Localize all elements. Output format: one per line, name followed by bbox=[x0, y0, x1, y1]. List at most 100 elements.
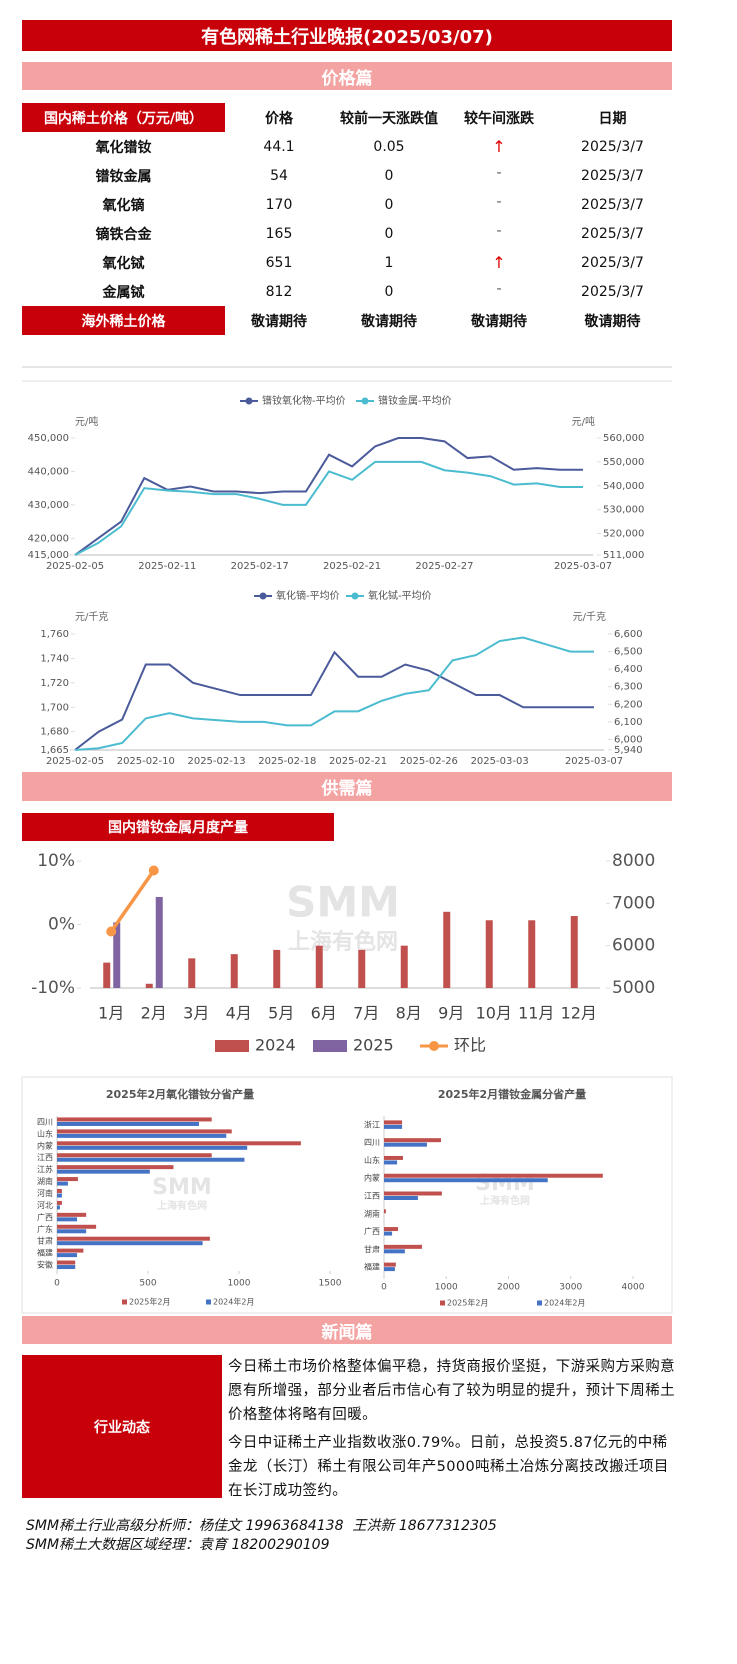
bar bbox=[384, 1142, 427, 1147]
y-tick-label: 530,000 bbox=[603, 505, 644, 516]
table-cell: 0 bbox=[384, 196, 394, 213]
bar bbox=[57, 1193, 62, 1198]
y-tick-label: 内蒙 bbox=[364, 1173, 380, 1183]
y-tick-label: 6,000 bbox=[614, 734, 643, 745]
bar bbox=[57, 1224, 97, 1229]
table-cell: 0.05 bbox=[373, 138, 405, 155]
bar bbox=[384, 1249, 405, 1254]
y-tick-label: 1,665 bbox=[40, 745, 69, 756]
y-tick-label: 安徽 bbox=[37, 1260, 53, 1270]
legend-label: 镨钕金属-平均价 bbox=[378, 394, 452, 407]
table-cell: 氧化镨钕 bbox=[95, 139, 152, 156]
y-tick-label: 0% bbox=[48, 915, 75, 935]
chart-frame bbox=[21, 1076, 673, 1314]
bar bbox=[57, 1165, 174, 1170]
y-tick-label: 6,100 bbox=[614, 717, 643, 728]
x-tick-label: 2025-03-07 bbox=[554, 561, 612, 572]
bar bbox=[57, 1229, 87, 1234]
bar bbox=[188, 958, 196, 988]
axis-unit: 元/千克 bbox=[75, 611, 108, 623]
y-tick-label: 内蒙 bbox=[37, 1140, 53, 1150]
bar bbox=[384, 1231, 393, 1236]
legend-swatch bbox=[537, 1300, 542, 1306]
bar bbox=[57, 1157, 245, 1162]
x-tick-label: 12月 bbox=[561, 1004, 597, 1023]
watermark: 上海有色网 bbox=[157, 1199, 207, 1212]
y-tick-label: -10% bbox=[31, 978, 75, 998]
y-tick-label: 6,200 bbox=[614, 699, 643, 710]
bar bbox=[400, 945, 408, 988]
chart-title: 2025年2月镨钕金属分省产量 bbox=[438, 1087, 586, 1101]
news-paragraph: 今日稀土市场价格整体偏平稳，持货商报价坚挺，下游采购方采购意愿有所增强，部分业者… bbox=[228, 1359, 675, 1423]
x-tick-label: 11月 bbox=[518, 1004, 554, 1023]
footer-line: SMM稀土大数据区域经理：袁育 18200290109 bbox=[26, 1537, 330, 1553]
bar bbox=[443, 911, 451, 988]
bar bbox=[384, 1196, 418, 1200]
x-tick-label: 500 bbox=[139, 1279, 156, 1289]
table-header-cell: 较前一天涨跌值 bbox=[340, 110, 438, 127]
x-tick-label: 3月 bbox=[183, 1004, 209, 1023]
legend-swatch bbox=[122, 1299, 127, 1305]
table-cell: 2025/3/7 bbox=[581, 167, 644, 184]
y-tick-label: 430,000 bbox=[28, 500, 69, 511]
bar bbox=[57, 1153, 212, 1158]
x-tick-label: 0 bbox=[54, 1279, 60, 1289]
bar bbox=[57, 1121, 199, 1126]
x-tick-label: 2025-03-03 bbox=[471, 756, 529, 767]
watermark: 上海有色网 bbox=[288, 929, 398, 955]
bar bbox=[384, 1191, 442, 1196]
bar bbox=[384, 1120, 403, 1125]
bar bbox=[57, 1169, 150, 1174]
legend-swatch bbox=[245, 397, 253, 405]
legend-label: 2024 bbox=[255, 1036, 296, 1055]
y-tick-label: 江西 bbox=[364, 1192, 380, 1201]
table-cell: - bbox=[496, 194, 502, 210]
y-tick-label: 福建 bbox=[364, 1262, 380, 1272]
y-tick-label: 5000 bbox=[612, 978, 655, 998]
news-label: 行业动态 bbox=[22, 1355, 222, 1498]
bar bbox=[57, 1117, 212, 1122]
y-tick-label: 河南 bbox=[37, 1188, 53, 1198]
y-tick-label: 6000 bbox=[612, 936, 655, 956]
footer-line: SMM稀土行业高级分析师：杨佳文 19963684138 王洪新 1867731… bbox=[26, 1518, 497, 1534]
table-cell: 812 bbox=[265, 283, 293, 300]
y-tick-label: 520,000 bbox=[603, 529, 644, 540]
y-tick-label: 6,400 bbox=[614, 664, 643, 675]
bar bbox=[57, 1141, 301, 1146]
table-cell: 氧化镝 bbox=[102, 197, 145, 214]
table-cell: 2025/3/7 bbox=[581, 138, 644, 155]
legend-swatch bbox=[361, 397, 369, 405]
line-point bbox=[106, 926, 117, 937]
y-tick-label: 560,000 bbox=[603, 433, 644, 444]
table-cell: 敬请期待 bbox=[361, 313, 417, 330]
x-tick-label: 2025-03-07 bbox=[565, 756, 623, 767]
y-tick-label: 420,000 bbox=[28, 533, 69, 544]
bar bbox=[384, 1138, 441, 1143]
bar bbox=[57, 1236, 210, 1241]
x-tick-label: 1000 bbox=[435, 1283, 458, 1293]
y-tick-label: 7000 bbox=[612, 893, 655, 913]
table-cell: 2025/3/7 bbox=[581, 254, 644, 271]
section-bar: 供需篇 bbox=[22, 772, 672, 801]
legend-label: 氧化铽-平均价 bbox=[368, 589, 432, 602]
legend-label: 氧化镝-平均价 bbox=[276, 589, 340, 602]
x-tick-label: 3000 bbox=[559, 1283, 582, 1293]
section-bar: 价格篇 bbox=[22, 62, 672, 90]
x-tick-label: 10月 bbox=[476, 1004, 512, 1023]
table-header-cell: 价格 bbox=[265, 110, 293, 127]
x-tick-label: 1000 bbox=[228, 1279, 251, 1289]
legend-label: 2025年2月 bbox=[129, 1297, 170, 1307]
axis-unit: 元/吨 bbox=[75, 415, 98, 428]
x-tick-label: 4000 bbox=[622, 1283, 645, 1293]
bar bbox=[145, 983, 153, 988]
x-tick-label: 2025-02-05 bbox=[46, 561, 104, 572]
y-tick-label: 甘肃 bbox=[37, 1236, 53, 1246]
table-cell: 镨钕金属 bbox=[95, 168, 152, 185]
x-tick-label: 2025-02-11 bbox=[138, 561, 196, 572]
bar bbox=[384, 1267, 395, 1272]
y-tick-label: 6,600 bbox=[614, 629, 643, 640]
table-cell: 0 bbox=[384, 225, 394, 242]
bar bbox=[57, 1260, 76, 1265]
bar bbox=[57, 1205, 60, 1210]
series-line bbox=[74, 460, 583, 556]
